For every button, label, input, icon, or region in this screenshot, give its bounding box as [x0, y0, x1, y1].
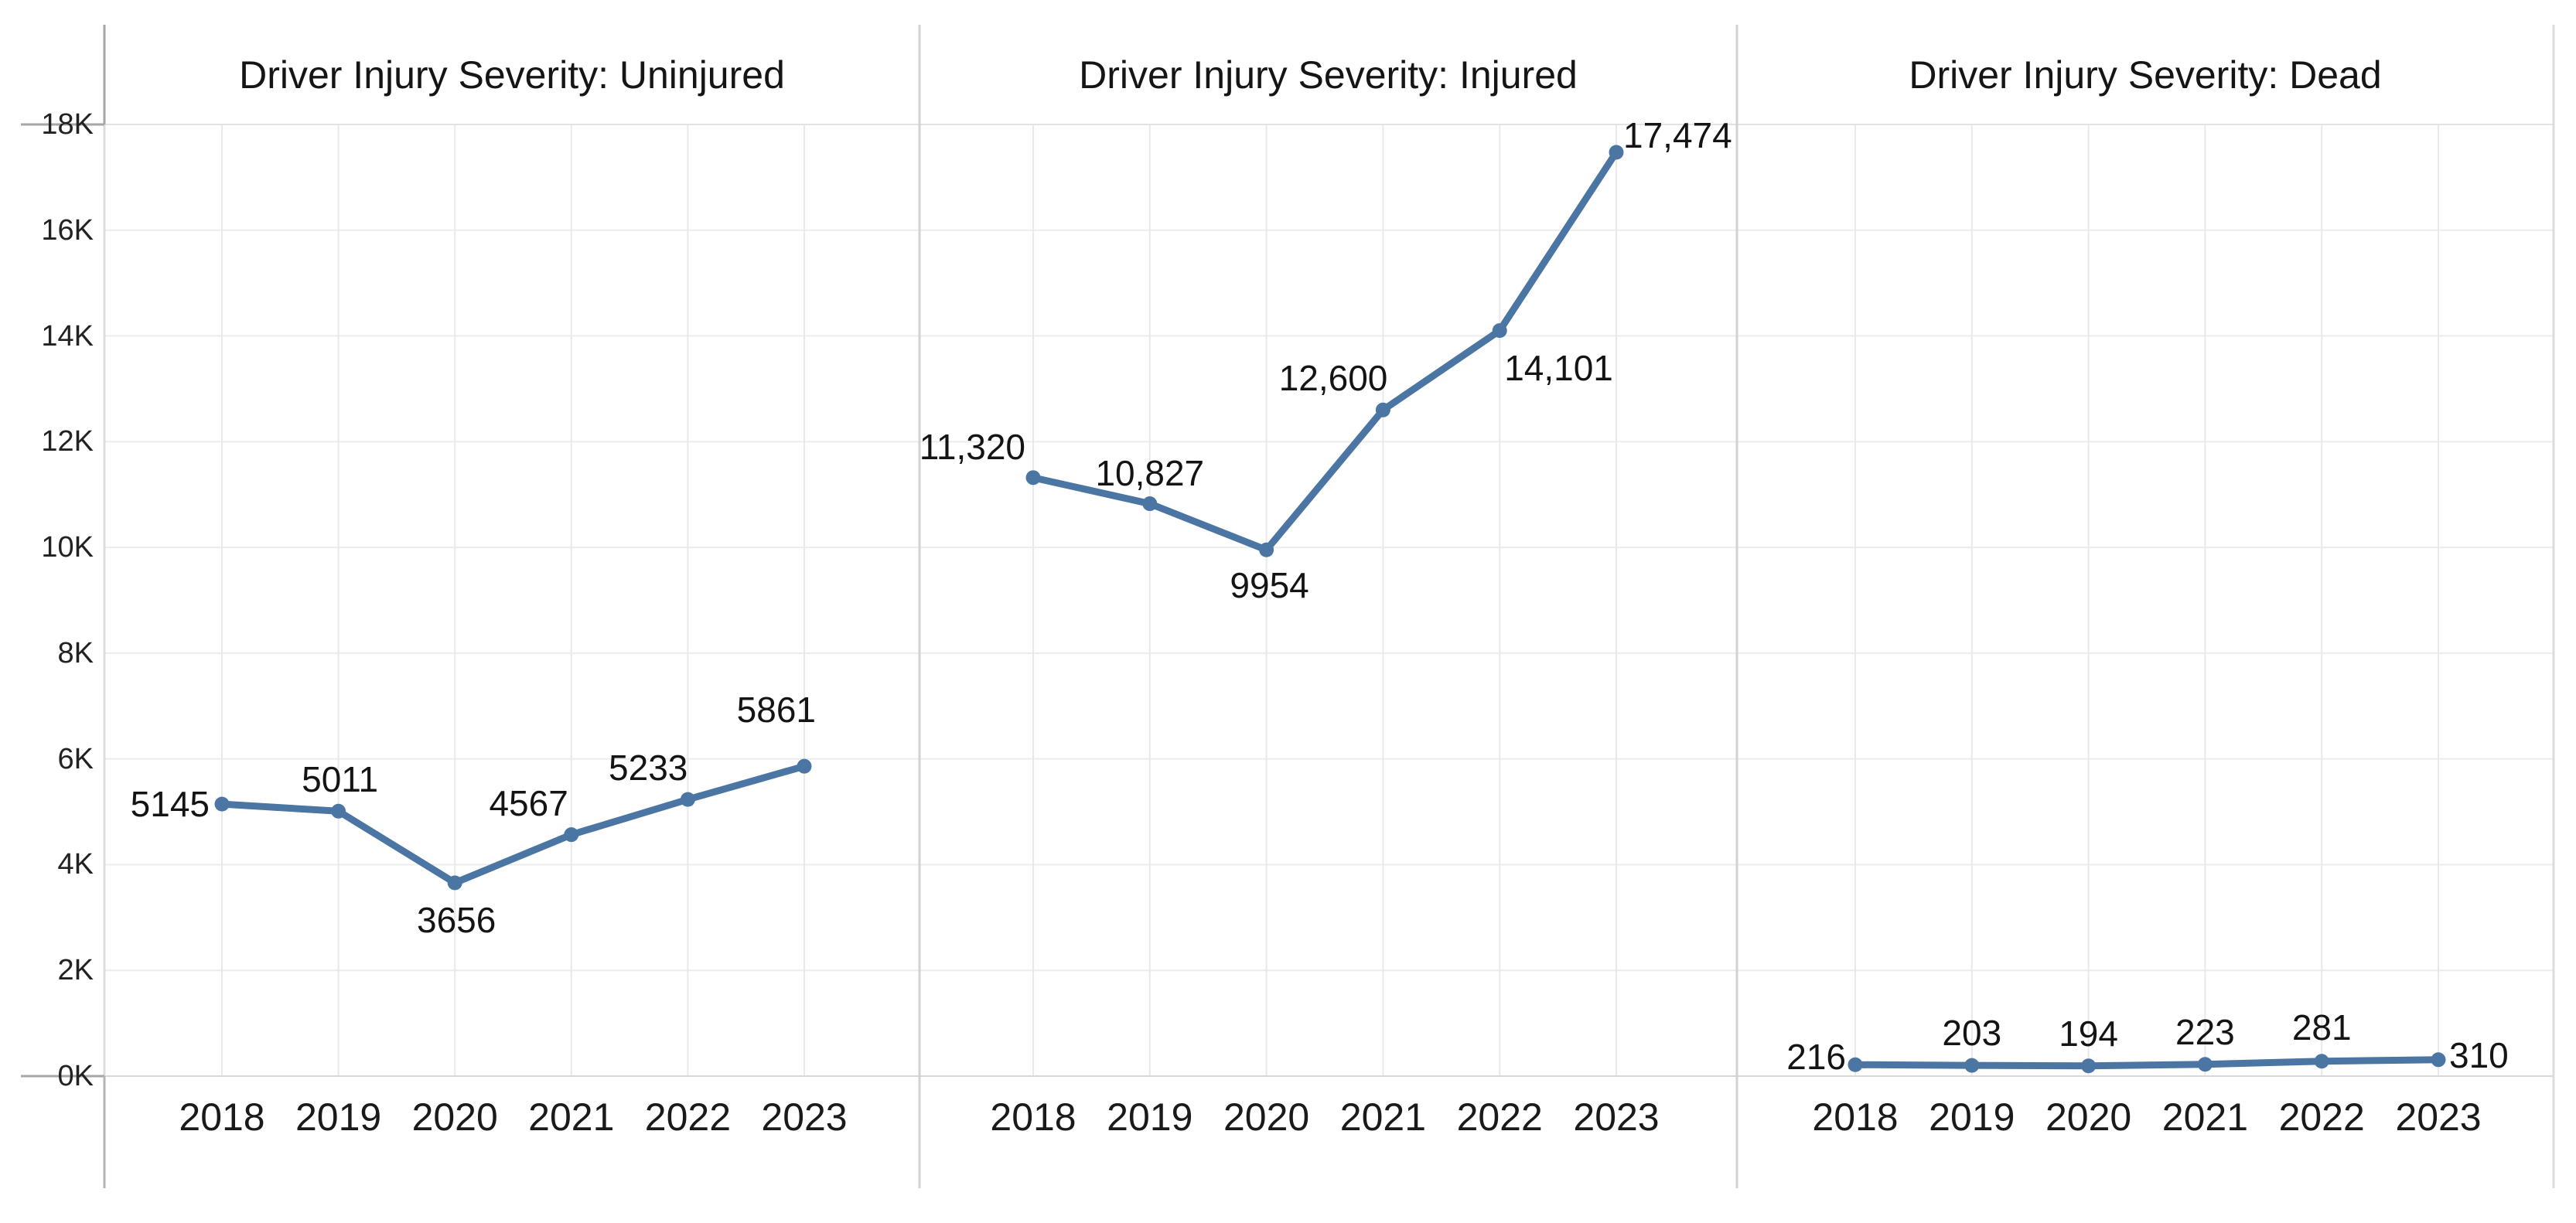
x-tick-label: 2023: [1573, 1095, 1660, 1139]
x-tick-label: 2018: [1812, 1095, 1899, 1139]
data-point[interactable]: [1609, 145, 1624, 160]
data-label: 203: [1942, 1013, 2002, 1054]
x-tick-label: 2023: [2395, 1095, 2482, 1139]
x-tick-label: 2018: [179, 1095, 265, 1139]
data-point[interactable]: [2081, 1058, 2097, 1074]
data-label: 5011: [302, 759, 379, 800]
data-label: 3656: [417, 899, 496, 940]
y-tick-label: 18K: [41, 108, 94, 141]
trend-line: [1851, 1056, 2442, 1070]
data-label: 194: [2059, 1013, 2118, 1054]
x-tick-label: 2018: [990, 1095, 1076, 1139]
y-tick-label: 8K: [57, 636, 94, 669]
y-tick-label: 0K: [57, 1060, 94, 1092]
y-tick-label: 2K: [57, 954, 94, 987]
x-tick-label: 2019: [1929, 1095, 2015, 1139]
panel-title-dead: Driver Injury Severity: Dead: [1909, 53, 2382, 97]
data-label: 223: [2175, 1011, 2235, 1052]
x-tick-label: 2021: [528, 1095, 615, 1139]
data-point[interactable]: [1142, 496, 1158, 512]
data-label: 10,827: [1095, 452, 1205, 493]
x-tick-label: 2020: [2045, 1095, 2132, 1139]
data-label: 9954: [1230, 565, 1309, 606]
data-label: 12,600: [1278, 358, 1388, 399]
x-tick-label: 2020: [1223, 1095, 1310, 1139]
data-point[interactable]: [214, 796, 230, 812]
data-point[interactable]: [1259, 542, 1274, 557]
y-tick-label: 14K: [41, 319, 94, 353]
data-point[interactable]: [1025, 470, 1041, 485]
x-tick-label: 2020: [411, 1095, 498, 1139]
data-point[interactable]: [564, 827, 579, 843]
data-label: 310: [2449, 1034, 2509, 1075]
data-point[interactable]: [1492, 323, 1507, 339]
data-point[interactable]: [2197, 1057, 2213, 1072]
data-point[interactable]: [797, 758, 812, 774]
y-tick-label: 4K: [57, 848, 94, 881]
data-label: 14,101: [1504, 347, 1613, 388]
data-label: 281: [2291, 1007, 2352, 1048]
data-point[interactable]: [1964, 1058, 1980, 1073]
data-label: 11,320: [919, 426, 1025, 467]
data-label: 5861: [736, 690, 816, 731]
data-label: 5145: [130, 784, 210, 825]
data-point[interactable]: [1375, 402, 1390, 417]
trend-line: [218, 762, 808, 887]
data-point[interactable]: [331, 803, 346, 819]
panel-title-uninjured: Driver Injury Severity: Uninjured: [239, 53, 785, 97]
x-tick-label: 2019: [295, 1095, 382, 1139]
x-tick-label: 2021: [1339, 1095, 1427, 1139]
x-tick-label: 2022: [1456, 1095, 1543, 1139]
x-tick-label: 2022: [2278, 1095, 2365, 1139]
data-point[interactable]: [2314, 1054, 2329, 1069]
y-tick-label: 6K: [57, 742, 94, 775]
data-label: 216: [1786, 1037, 1846, 1078]
panel-title-injured: Driver Injury Severity: Injured: [1079, 53, 1578, 97]
x-tick-label: 2019: [1107, 1095, 1193, 1139]
data-point[interactable]: [680, 792, 695, 807]
y-tick-label: 16K: [41, 213, 94, 247]
y-tick-label: 12K: [41, 425, 94, 458]
x-tick-label: 2023: [761, 1095, 848, 1139]
data-label: 4567: [489, 782, 568, 823]
data-point[interactable]: [1848, 1057, 1863, 1072]
data-point[interactable]: [2431, 1052, 2446, 1068]
trend-line: [1029, 148, 1620, 554]
x-tick-label: 2022: [644, 1095, 732, 1139]
y-tick-label: 10K: [41, 531, 94, 564]
x-tick-label: 2021: [2161, 1095, 2249, 1139]
data-point[interactable]: [447, 875, 462, 891]
data-label: 5233: [609, 748, 688, 789]
data-label: 17,474: [1623, 114, 1732, 155]
